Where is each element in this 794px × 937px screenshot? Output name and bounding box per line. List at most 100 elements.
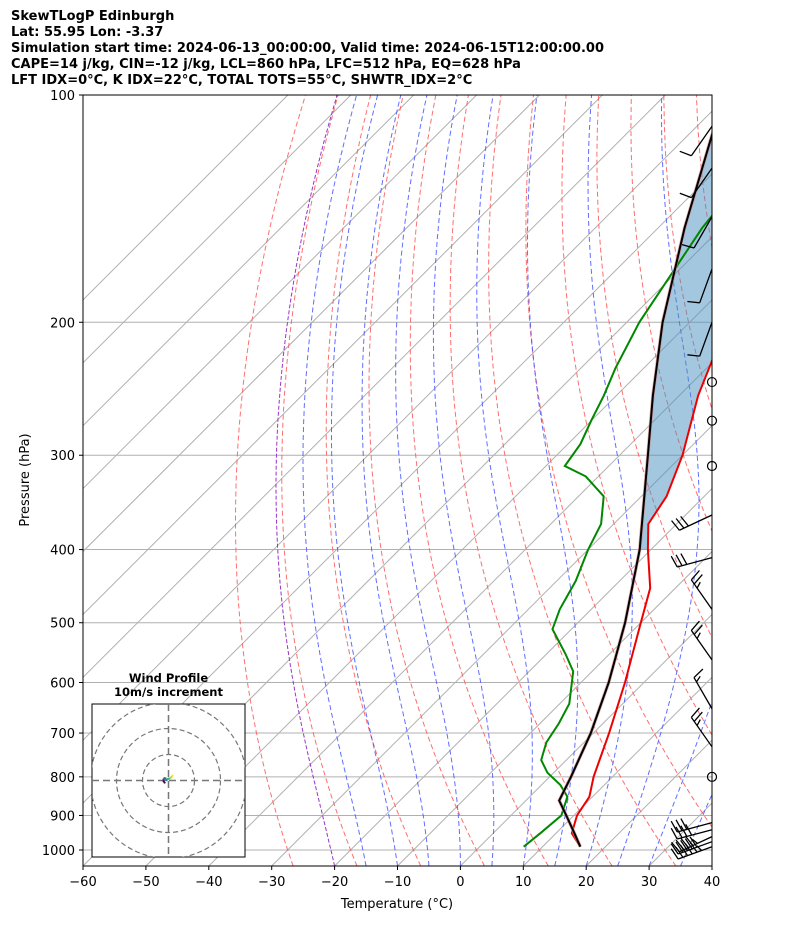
wind-barb: [679, 125, 713, 157]
barb-flag: [684, 835, 694, 846]
barb-staff: [693, 677, 713, 710]
barb-staff: [677, 829, 713, 840]
moist-adiabat: [680, 793, 712, 866]
isotherm: [145, 299, 712, 866]
barb-staff: [677, 846, 713, 860]
barb-flag: [685, 824, 693, 836]
barb-staff: [679, 836, 713, 853]
isotherm: [460, 613, 712, 866]
y-tick-label: 1000: [42, 844, 75, 859]
wind-barb: [670, 818, 713, 833]
hodo-segment: [162, 778, 165, 781]
barb-flag: [696, 719, 701, 726]
x-tick-label: −40: [195, 875, 222, 890]
wind-barb: [693, 668, 713, 710]
hodo-segment: [165, 779, 168, 782]
wind-barb: [670, 824, 713, 840]
hodo-segment: [164, 777, 167, 780]
barb-flag: [687, 300, 700, 304]
barb-staff: [699, 268, 713, 304]
dry-adiabat: [561, 95, 712, 736]
barb-flag: [693, 668, 704, 679]
hodo-segment: [169, 775, 173, 779]
x-axis-label: Temperature (°C): [340, 897, 453, 912]
y-tick-label: 400: [50, 544, 75, 559]
barb-staff: [690, 579, 713, 610]
barb-flag: [695, 675, 701, 683]
dewpoint-line: [523, 214, 712, 848]
isotherm: [711, 865, 712, 866]
y-tick-label: 100: [50, 89, 75, 104]
reference-adiabat: [275, 95, 338, 866]
isotherm: [83, 95, 540, 553]
barb-flag: [680, 818, 688, 830]
x-tick-label: 30: [641, 875, 658, 890]
temperature-line: [570, 358, 712, 848]
moist-adiabat: [527, 95, 579, 866]
header-times: Simulation start time: 2024-06-13_00:00:…: [11, 41, 604, 56]
dry-adiabat: [596, 95, 712, 639]
wind-barb: [670, 836, 713, 855]
wind-barb: [690, 707, 713, 748]
inset-subtitle: 10m/s increment: [114, 685, 223, 699]
barb-flag: [670, 827, 678, 840]
isotherm: [271, 424, 712, 866]
moist-adiabat: [395, 95, 461, 866]
moist-adiabat: [302, 95, 367, 866]
barb-flag: [693, 574, 703, 585]
y-tick-label: 700: [50, 727, 75, 742]
barb-staff: [690, 716, 713, 748]
moist-adiabat: [331, 95, 398, 866]
barb-flag: [670, 820, 678, 833]
x-tick-label: −30: [258, 875, 285, 890]
y-tick-label: 600: [50, 677, 75, 692]
inset-plot: [92, 704, 245, 857]
x-tick-label: 10: [515, 875, 532, 890]
dry-adiabat: [409, 95, 549, 866]
barb-staff: [677, 841, 713, 855]
isotherm: [397, 550, 712, 866]
x-tick-label: 0: [456, 875, 464, 890]
barb-staff: [677, 557, 713, 568]
barb-staff: [699, 322, 713, 357]
calm-barb: [706, 771, 718, 782]
barb-flag: [690, 707, 700, 718]
wind-barb: [681, 216, 713, 249]
barb-staff: [677, 822, 713, 833]
isotherm: [83, 95, 603, 616]
moist-adiabat: [432, 95, 495, 866]
moist-adiabat: [585, 95, 633, 866]
inset-title: Wind Profile: [129, 671, 209, 685]
barb-flag: [670, 555, 678, 568]
dry-adiabat: [488, 95, 677, 866]
hodo-segment: [162, 779, 165, 783]
barb-flag: [696, 632, 701, 639]
x-tick-label: −20: [321, 875, 348, 890]
wind-barb: [671, 835, 713, 853]
isotherm: [83, 95, 352, 364]
moist-adiabat: [648, 699, 712, 866]
barb-flag: [696, 581, 701, 589]
dry-adiabat: [325, 95, 422, 866]
wind-barb: [670, 553, 713, 568]
dry-adiabat: [368, 95, 485, 866]
barb-flag: [670, 843, 679, 855]
barb-flag: [681, 243, 695, 249]
barb-flag: [680, 825, 688, 837]
isotherm: [522, 676, 712, 866]
wind-barb: [690, 570, 713, 610]
header-location: Lat: 55.95 Lon: -3.37: [11, 25, 164, 40]
wind-barb: [687, 322, 713, 357]
header-indices-2: LFT IDX=0°C, K IDX=22°C, TOTAL TOTS=55°C…: [11, 73, 473, 88]
calm-barb: [706, 460, 718, 472]
dry-adiabat: [663, 95, 712, 411]
calm-barb: [706, 415, 718, 426]
dry-adiabat: [235, 95, 306, 866]
y-tick-label: 900: [50, 809, 75, 824]
wind-barb: [671, 514, 713, 531]
x-tick-label: −10: [384, 875, 411, 890]
dry-adiabat: [729, 95, 794, 866]
y-tick-label: 800: [50, 771, 75, 786]
barb-staff: [693, 216, 713, 249]
barb-staff: [690, 167, 713, 199]
